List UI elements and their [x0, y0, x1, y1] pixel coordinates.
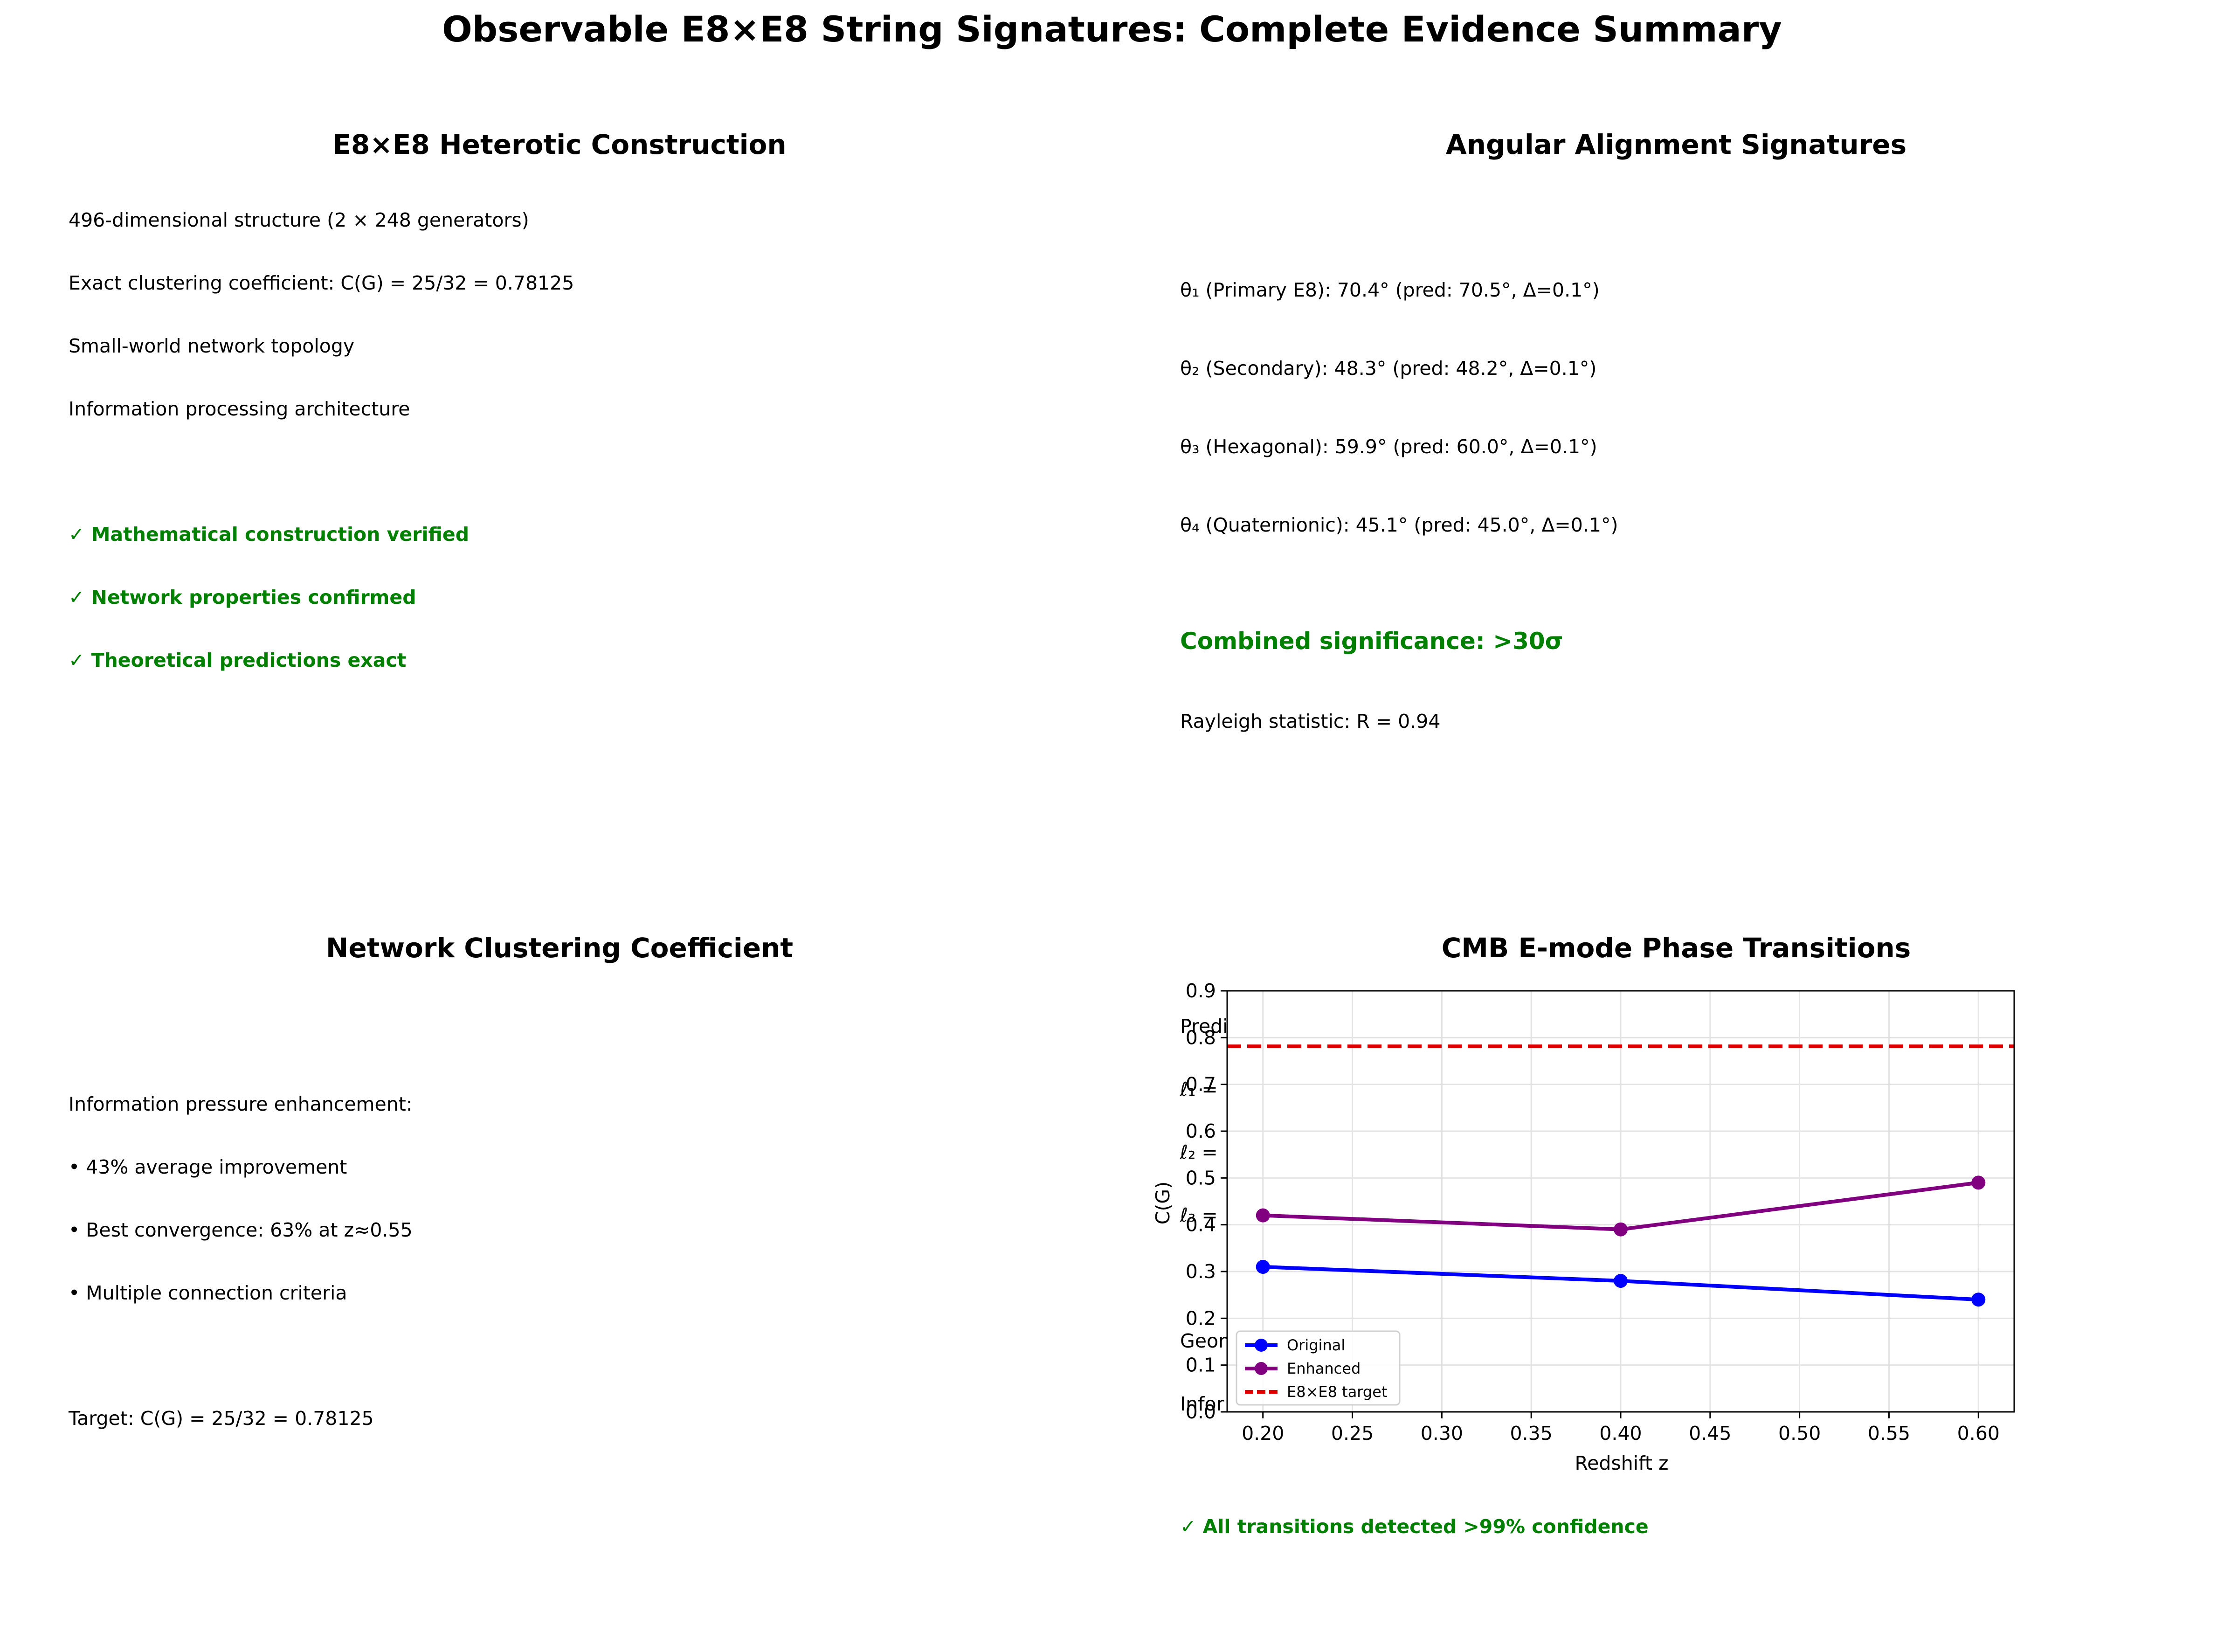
construction-check: ✓ Mathematical construction verified [69, 523, 470, 546]
legend-label: Enhanced [1287, 1360, 1361, 1377]
y-tick-label: 0.6 [1186, 1120, 1216, 1142]
legend-box [1236, 1330, 1401, 1406]
x-tick-label: 0.50 [1778, 1422, 1821, 1445]
y-tick-label: 0.9 [1186, 980, 1216, 1002]
data-point-enhanced [1614, 1222, 1628, 1237]
hidden-fragment: ℓ₂ = [1180, 1141, 1218, 1163]
clustering-line: Information pressure enhancement: [69, 1093, 413, 1115]
data-point-original [1971, 1293, 1986, 1307]
y-tick-label: 0.7 [1186, 1073, 1216, 1096]
x-tick-label: 0.45 [1689, 1422, 1731, 1445]
construction-check: ✓ Theoretical predictions exact [69, 649, 407, 671]
rayleigh-statistic: Rayleigh statistic: R = 0.94 [1180, 710, 1441, 733]
angle-line: θ₄ (Quaternionic): 45.1° (pred: 45.0°, Δ… [1180, 514, 1618, 536]
x-tick-label: 0.35 [1510, 1422, 1553, 1445]
cmb-footer-check: ✓ All transitions detected >99% confiden… [1180, 1515, 1649, 1538]
y-tick-label: 0.5 [1186, 1167, 1216, 1189]
construction-line: Small-world network topology [69, 335, 355, 357]
construction-line: Exact clustering coefficient: C(G) = 25/… [69, 272, 574, 294]
legend-marker [1255, 1339, 1268, 1352]
construction-line: 496-dimensional structure (2 × 248 gener… [69, 209, 529, 231]
y-tick-label: 0.3 [1186, 1260, 1216, 1283]
x-tick-label: 0.40 [1599, 1422, 1642, 1445]
data-point-original [1614, 1274, 1628, 1288]
legend-label: Original [1287, 1336, 1345, 1354]
construction-line: Information processing architecture [69, 398, 410, 420]
clustering-panel-title: Network Clustering Coefficient [325, 932, 794, 964]
data-point-enhanced [1256, 1208, 1270, 1223]
x-tick-label: 0.55 [1868, 1422, 1910, 1445]
angle-line: θ₃ (Hexagonal): 59.9° (pred: 60.0°, Δ=0.… [1180, 435, 1597, 458]
clustering-target: Target: C(G) = 25/32 = 0.78125 [69, 1407, 374, 1430]
y-tick-label: 0.2 [1186, 1307, 1216, 1329]
data-point-enhanced [1971, 1175, 1986, 1190]
cmb-panel-title: CMB E-mode Phase Transitions [1441, 932, 1911, 964]
page-title: Observable E8×E8 String Signatures: Comp… [442, 8, 1782, 50]
data-point-original [1256, 1259, 1270, 1274]
y-axis-label: C(G) [1152, 1182, 1174, 1224]
x-axis-label: Redshift z [1575, 1452, 1669, 1474]
clustering-line: • 43% average improvement [69, 1156, 347, 1178]
x-tick-label: 0.60 [1957, 1422, 2000, 1445]
construction-check: ✓ Network properties confirmed [69, 586, 416, 608]
angle-line: θ₁ (Primary E8): 70.4° (pred: 70.5°, Δ=0… [1180, 279, 1600, 301]
combined-significance: Combined significance: >30σ [1180, 628, 1563, 655]
legend-marker [1255, 1362, 1268, 1375]
legend-label: E8×E8 target [1287, 1383, 1387, 1401]
clustering-line: • Multiple connection criteria [69, 1282, 347, 1304]
angular-panel-title: Angular Alignment Signatures [1445, 129, 1907, 160]
construction-panel-title: E8×E8 Heterotic Construction [332, 129, 787, 160]
chart-legend: Original Enhanced E8×E8 target [1236, 1330, 1401, 1406]
y-tick-label: 0.4 [1186, 1214, 1216, 1236]
x-tick-label: 0.30 [1421, 1422, 1463, 1445]
x-tick-label: 0.20 [1242, 1422, 1284, 1445]
y-tick-label: 0.8 [1186, 1026, 1216, 1049]
hidden-fragment: ℓ₃ = [1180, 1204, 1218, 1226]
x-tick-label: 0.25 [1331, 1422, 1374, 1445]
y-tick-label: 0.0 [1186, 1401, 1216, 1423]
y-tick-label: 0.1 [1186, 1354, 1216, 1376]
hidden-fragment: ℓ₁ = [1180, 1078, 1218, 1100]
hidden-fragment: Predi [1180, 1015, 1228, 1037]
angle-line: θ₂ (Secondary): 48.3° (pred: 48.2°, Δ=0.… [1180, 357, 1597, 380]
hidden-fragment: Infor [1180, 1393, 1224, 1415]
clustering-line: • Best convergence: 63% at z≈0.55 [69, 1219, 413, 1241]
